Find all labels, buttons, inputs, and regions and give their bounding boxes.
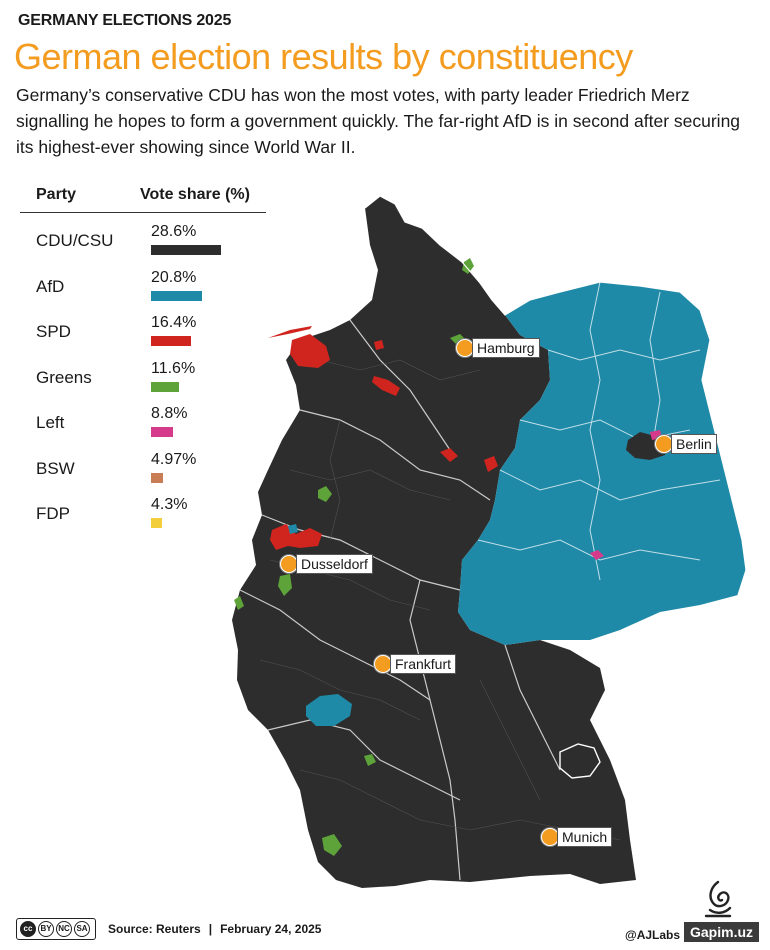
party-name: AfD [36, 276, 65, 296]
city-marker-berlin[interactable]: Berlin [655, 434, 717, 454]
city-label: Berlin [671, 434, 717, 454]
cc-icon: cc [20, 921, 36, 937]
islands-spd [268, 326, 312, 338]
party-name: Greens [36, 367, 92, 387]
party-share: 4.3% [151, 496, 188, 513]
legend-row: Greens 11.6% [20, 356, 270, 402]
page-title: German election results by constituency [14, 36, 633, 77]
party-share: 28.6% [151, 223, 197, 240]
city-label: Hamburg [472, 338, 540, 358]
kaiserslautern-afd-seat [306, 694, 352, 726]
legend-row: BSW 4.97% [20, 447, 270, 493]
party-share: 8.8% [151, 405, 188, 422]
munster-greens-seat [318, 486, 332, 502]
city-label: Dusseldorf [296, 554, 373, 574]
germany-outline [364, 195, 747, 596]
aachen-greens-seat [234, 596, 244, 610]
cc-sa-icon: SA [74, 921, 90, 937]
brunswick-spd-seat [484, 456, 498, 472]
footer-separator: | [208, 922, 213, 936]
party-share-bar [151, 290, 202, 301]
al-jazeera-logo-icon [704, 880, 732, 918]
vote-share-legend: Party Vote share (%) CDU/CSU 28.6% AfD 2… [20, 186, 270, 538]
aj-labs-credit: @AJLabs [625, 928, 681, 942]
city-marker-hamburg[interactable]: Hamburg [456, 338, 540, 358]
ruhr-afd-seat [288, 524, 298, 534]
emden-spd-seat [290, 334, 330, 368]
legend-col-party: Party [36, 186, 77, 203]
region-afd [458, 282, 746, 645]
party-share: 11.6% [151, 359, 196, 377]
hanover-spd-seat [440, 448, 458, 462]
party-share-bar [151, 518, 162, 528]
city-marker-munich[interactable]: Munich [541, 827, 613, 847]
kicker: GERMANY ELECTIONS 2025 [18, 12, 232, 29]
party-share-bar [151, 381, 179, 392]
party-share-bar [151, 472, 163, 483]
oldenburg-spd-seat [374, 340, 384, 350]
kiel-greens-seat [462, 258, 474, 274]
city-label: Frankfurt [390, 654, 457, 674]
bremen-spd-seat [372, 376, 400, 396]
party-name: Left [36, 413, 65, 432]
leipzig-left-seat [590, 550, 604, 560]
heidelberg-greens-seat [364, 754, 376, 766]
party-name: BSW [36, 458, 75, 478]
legend-rows: CDU/CSU 28.6% AfD 20.8% SPD 16.4% Greens… [20, 219, 270, 538]
creative-commons-icon: cc BY NC SA [16, 918, 96, 940]
party-name: SPD [36, 322, 71, 341]
legend-row: AfD 20.8% [20, 265, 270, 311]
legend-row: FDP 4.3% [20, 492, 270, 538]
legend-col-share: Vote share (%) [140, 186, 250, 203]
city-label: Munich [557, 827, 613, 847]
legend-row: SPD 16.4% [20, 310, 270, 356]
city-marker-frankfurt[interactable]: Frankfurt [374, 654, 457, 674]
party-share-bar [151, 427, 173, 437]
watermark: Gapim.uz [684, 922, 760, 942]
freiburg-greens-seat [322, 834, 342, 856]
cc-by-icon: BY [38, 921, 54, 937]
east-constituency-borders [477, 281, 721, 581]
party-name: FDP [36, 504, 70, 523]
state-borders [239, 319, 561, 881]
footer: cc BY NC SA Source: Reuters | February 2… [16, 918, 321, 940]
legend-header: Party Vote share (%) [20, 186, 266, 213]
cc-nc-icon: NC [56, 921, 72, 937]
party-share: 20.8% [151, 268, 197, 286]
source-text: Source: Reuters [108, 922, 201, 936]
legend-row: Left 8.8% [20, 401, 270, 447]
subtitle: Germany’s conservative CDU has won the m… [16, 85, 741, 157]
date-text: February 24, 2025 [220, 922, 322, 936]
party-share-bar [151, 245, 221, 255]
party-share: 16.4% [151, 314, 197, 331]
cologne-greens-seat [278, 574, 292, 596]
party-name: CDU/CSU [36, 231, 114, 250]
city-marker-dusseldorf[interactable]: Dusseldorf [280, 554, 373, 574]
legend-row: CDU/CSU 28.6% [20, 219, 270, 265]
party-share-bar [151, 336, 191, 346]
nuremberg-outline [559, 743, 601, 779]
party-share: 4.97% [151, 450, 197, 468]
ruhr-spd-seats [270, 524, 322, 550]
